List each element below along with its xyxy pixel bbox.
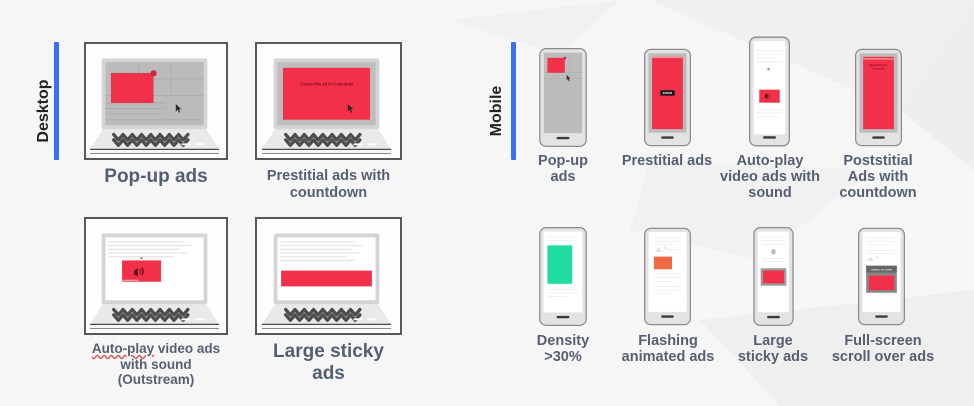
svg-text:Closes this ad in X seconds: Closes this ad in X seconds (300, 81, 354, 86)
svg-text:Closes this ad in: Closes this ad in (869, 64, 888, 67)
svg-text:SCROLL TO CLOSE: SCROLL TO CLOSE (871, 269, 892, 271)
svg-text:ENTER: ENTER (663, 91, 672, 95)
svg-text:X seconds: X seconds (873, 68, 885, 70)
